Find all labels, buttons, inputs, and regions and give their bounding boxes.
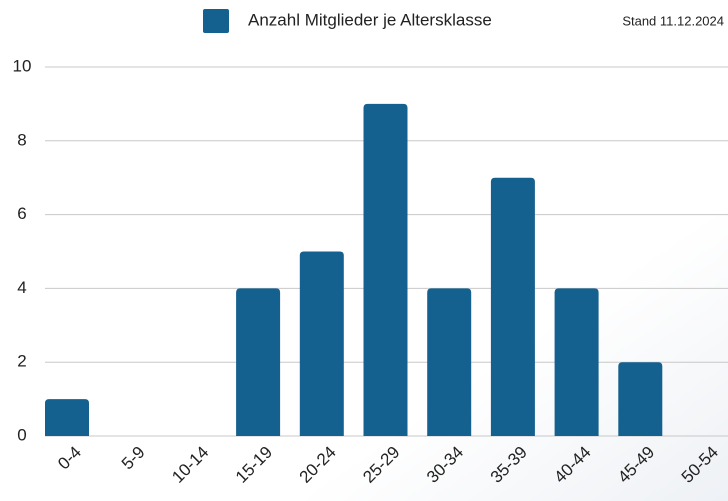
legend-swatch [203,9,229,33]
y-tick-label: 6 [17,204,26,223]
y-tick-label: 0 [17,425,26,444]
bar [236,288,281,436]
y-tick-label: 10 [13,56,32,75]
annotation: Stand 11.12.2024 [622,13,724,28]
legend-label: Anzahl Mitglieder je Altersklasse [248,10,492,29]
bar [299,251,344,436]
y-tick-label: 2 [17,352,26,371]
bar [490,177,535,436]
bar [618,362,663,436]
y-tick-label: 4 [17,278,26,297]
bar [363,103,408,437]
y-tick-label: 8 [17,130,26,149]
bar [427,288,472,436]
bar [45,399,89,436]
bar [554,288,599,436]
